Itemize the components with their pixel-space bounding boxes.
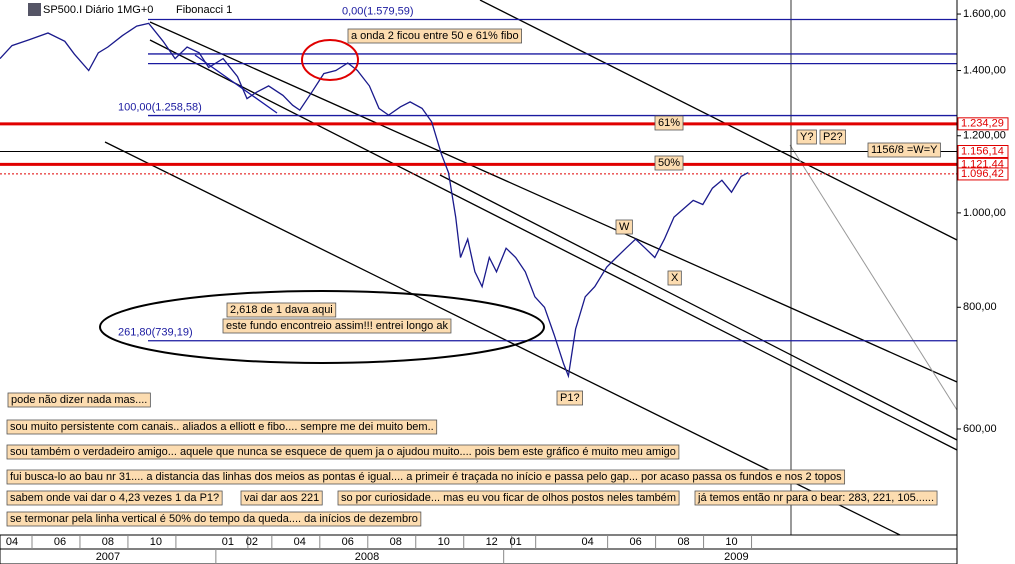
price-level-label: 1.096,42 — [961, 168, 1004, 180]
annotation-box — [6, 419, 438, 435]
annotation: P1? — [560, 392, 580, 404]
channel-line — [479, 0, 958, 241]
annotation-box — [240, 490, 323, 506]
x-tick-label: 02 — [246, 536, 258, 548]
price-level-box — [957, 167, 1009, 181]
annotation: X — [671, 272, 679, 284]
trend-line — [789, 144, 958, 411]
y-tick-label: 600,00 — [963, 423, 997, 435]
annotation: já temos então nr para o bear: 283, 221,… — [697, 492, 934, 504]
x-tick-label: 10 — [438, 536, 450, 548]
annotation: pode não dizer nada mas.... — [11, 394, 147, 406]
annotation-box — [6, 469, 846, 485]
highlight-ellipse — [301, 39, 359, 81]
annotation-box — [654, 115, 684, 131]
plot — [0, 22, 749, 379]
symbol-icon — [28, 3, 41, 16]
year-label: 2009 — [724, 551, 748, 563]
channels — [104, 0, 958, 536]
highlight-ellipse — [99, 290, 545, 364]
x-tick-label: 06 — [629, 536, 641, 548]
year-label: 2007 — [96, 551, 120, 563]
y-tick-label: 800,00 — [963, 301, 997, 313]
channel-line — [104, 141, 901, 536]
annotation-box — [6, 511, 422, 527]
annotation-box — [226, 302, 337, 318]
annotation-box — [615, 219, 633, 235]
x-tick-label: 10 — [150, 536, 162, 548]
annotation-box — [694, 490, 938, 506]
price-line — [0, 22, 749, 379]
price-level-label: 1.156,14 — [961, 145, 1004, 157]
fib-label: 100,00(1.258,58) — [118, 101, 202, 113]
x-tick-label: 08 — [102, 536, 114, 548]
y-tick-label: 1.600,00 — [963, 8, 1006, 20]
chart-title: SP500.I Diário 1MG+0 — [43, 4, 153, 16]
annotation-box — [222, 318, 452, 334]
annotation: fui busca-lo ao bau nr 31.... a distanci… — [10, 471, 842, 483]
y-tick-label: 1.000,00 — [963, 207, 1006, 219]
annotation-box — [796, 129, 817, 145]
annotation: 61% — [658, 117, 680, 129]
annotation: 50% — [658, 157, 680, 169]
annotation: Y? — [800, 131, 813, 143]
price-level-box — [957, 144, 1009, 158]
x-tick-label: 04 — [294, 536, 306, 548]
channel-line — [149, 39, 958, 451]
x-tick-label: 08 — [677, 536, 689, 548]
price-level-label: 1.121,44 — [961, 158, 1004, 170]
channel-line — [439, 174, 958, 441]
x-tick-label: 08 — [390, 536, 402, 548]
annotation-box — [347, 28, 522, 44]
annotation: este fundo encontreio assim!!! entrei lo… — [226, 320, 448, 332]
year-label: 2008 — [355, 551, 379, 563]
trend-line — [194, 54, 278, 114]
annotation: P2? — [823, 131, 843, 143]
annotation-box — [667, 270, 682, 286]
annotations: a onda 2 ficou entre 50 e 61% fibo 2,618 … — [6, 28, 941, 527]
annotation-box — [6, 490, 223, 506]
fib-label: 261,80(739,19) — [118, 327, 193, 339]
levels: 0,00(1.579,59) 100,00(1.258,58) 261,80(739… — [0, 5, 957, 342]
x-tick-label: 01 — [222, 536, 234, 548]
annotation-box — [337, 490, 680, 506]
annotation: vai dar aos 221 — [244, 492, 319, 504]
annotation: W — [619, 221, 630, 233]
annotation: se termonar pela linha vertical é 50% do… — [10, 513, 418, 525]
x-tick-label: 06 — [54, 536, 66, 548]
annotation-box — [556, 390, 583, 406]
annotation-box — [819, 129, 846, 145]
annotation: so por curiosidade... mas eu vou ficar d… — [341, 492, 676, 504]
fib-label: 0,00(1.579,59) — [342, 5, 414, 17]
x-tick-label: 04 — [6, 536, 18, 548]
annotation: 2,618 de 1 dava aqui — [230, 304, 333, 316]
annotation-box — [6, 444, 680, 460]
price-level-label: 1.234,29 — [961, 118, 1004, 130]
y-tick-label: 1.400,00 — [963, 64, 1006, 76]
y-axis-panel — [957, 0, 1015, 564]
y-tick-label: 1.200,00 — [963, 130, 1006, 142]
price-level-box — [957, 117, 1009, 131]
x-tick-label: 06 — [342, 536, 354, 548]
annotation-box — [867, 142, 941, 158]
x-tick-label: 01 — [510, 536, 522, 548]
annotation: sou muito persistente com canais.. aliad… — [10, 421, 434, 433]
annotation: a onda 2 ficou entre 50 e 61% fibo — [351, 30, 519, 42]
annotation: sou também o verdadeiro amigo... aquele … — [10, 446, 676, 458]
indicator-label: Fibonacci 1 — [176, 4, 232, 16]
x-tick-label: 10 — [725, 536, 737, 548]
annotation: 1156/8 =W=Y — [871, 144, 938, 156]
x-tick-label: 12 — [486, 536, 498, 548]
channel-line — [149, 21, 958, 383]
annotation-box — [654, 155, 684, 171]
annotation-box — [7, 392, 151, 408]
axes: 1.234,29 1.156,141.121,441.096,42 1.600,00… — [6, 8, 1009, 564]
annotation: sabem onde vai dar o 4,23 vezes 1 da P1? — [10, 492, 219, 504]
x-tick-label: 04 — [582, 536, 594, 548]
